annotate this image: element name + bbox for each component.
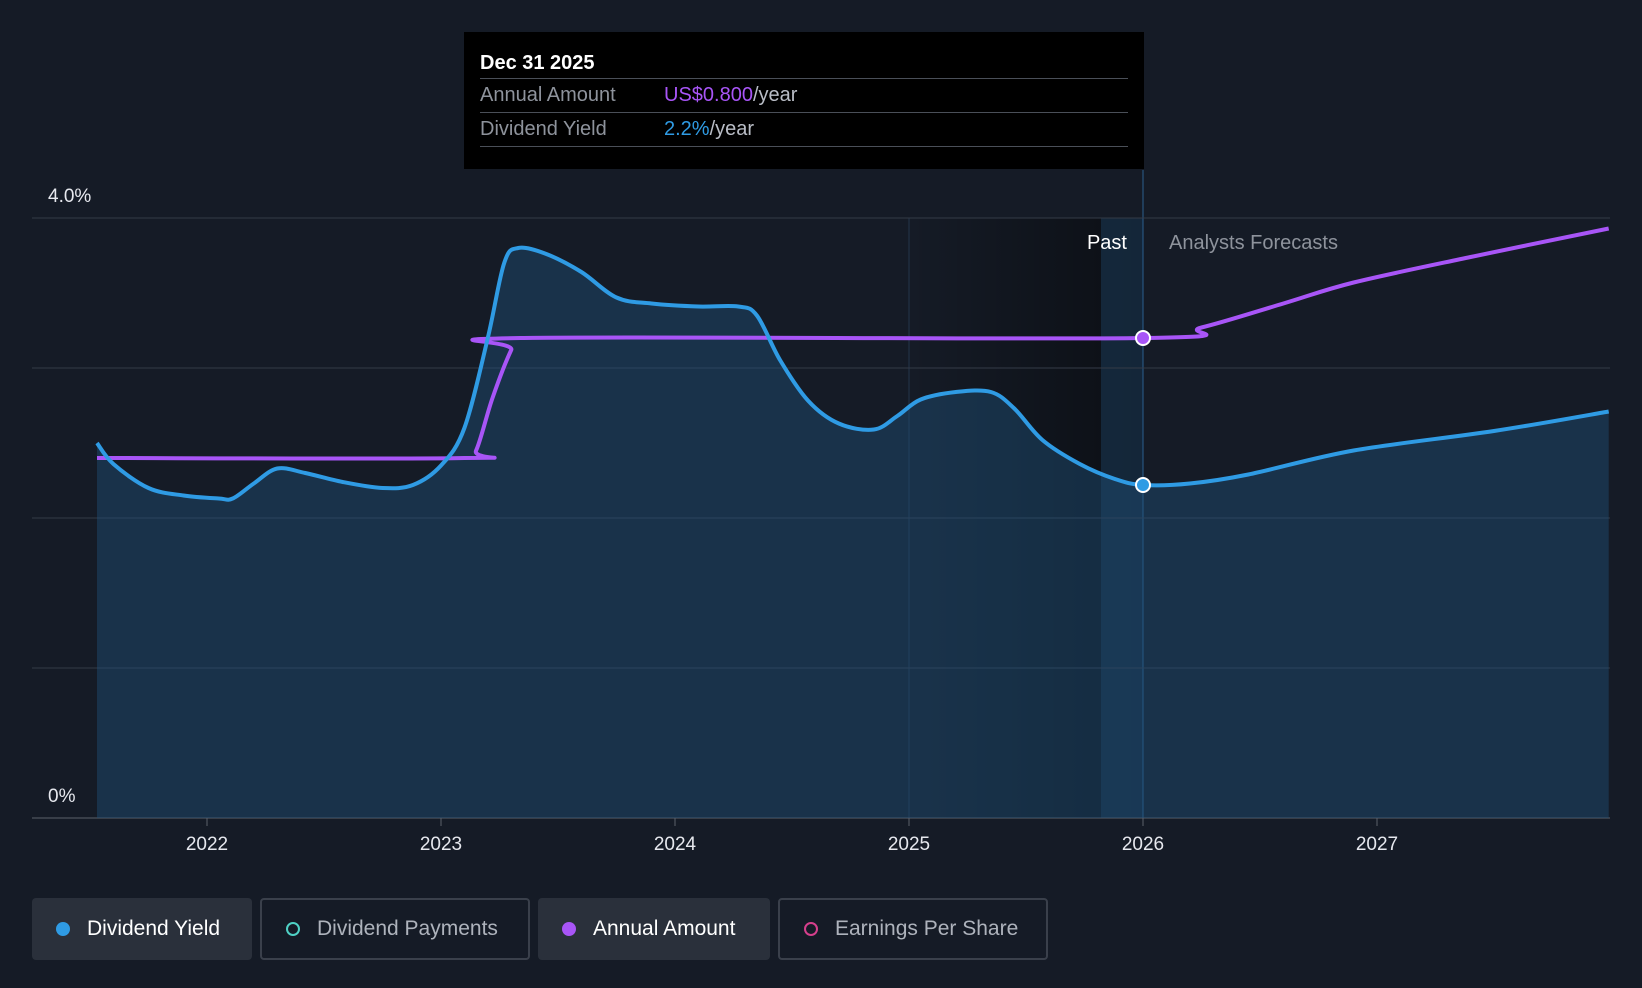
forecast-label: Analysts Forecasts <box>1169 232 1338 254</box>
annual-amount-marker <box>1135 330 1151 346</box>
annual-amount-line <box>96 226 1610 461</box>
chart-tooltip: Dec 31 2025 Annual Amount US$0.800 /year… <box>464 32 1144 169</box>
hollow-dot-icon <box>804 922 818 936</box>
legend-label: Earnings Per Share <box>835 917 1019 940</box>
filled-dot-icon <box>562 922 576 936</box>
y-tick-label: 0% <box>48 786 76 807</box>
tooltip-unit: /year <box>752 84 798 106</box>
tooltip-value: US$0.800 <box>664 84 753 106</box>
filled-dot-icon <box>56 922 70 936</box>
tooltip-row-annual-amount: Annual Amount US$0.800 /year <box>480 78 1128 112</box>
legend-label: Dividend Yield <box>87 917 221 940</box>
x-tick-label: 2024 <box>654 834 697 855</box>
legend-dividend-yield[interactable]: Dividend Yield <box>32 898 252 960</box>
tooltip-row-dividend-yield: Dividend Yield 2.2% /year <box>480 112 1128 147</box>
tooltip-label: Annual Amount <box>480 84 616 106</box>
legend-annual-amount[interactable]: Annual Amount <box>538 898 770 960</box>
legend-earnings-per-share[interactable]: Earnings Per Share <box>778 898 1048 960</box>
dividend-yield-marker <box>1135 477 1151 493</box>
x-tick-label: 2026 <box>1122 834 1164 855</box>
x-tick-label: 2025 <box>888 834 930 855</box>
legend-dividend-payments[interactable]: Dividend Payments <box>260 898 530 960</box>
legend-label: Annual Amount <box>593 917 736 940</box>
dividend-yield-area <box>97 247 1609 819</box>
y-tick-label: 4.0% <box>48 186 91 207</box>
hollow-dot-icon <box>286 922 300 936</box>
dividend-yield-line <box>95 245 1610 502</box>
x-tick-label: 2023 <box>420 834 462 855</box>
tooltip-date: Dec 31 2025 <box>480 52 595 74</box>
x-tick-label: 2027 <box>1356 834 1398 855</box>
tooltip-value: 2.2% <box>664 118 710 140</box>
past-label: Past <box>1087 232 1127 254</box>
legend-label: Dividend Payments <box>317 917 498 940</box>
x-tick-label: 2022 <box>186 834 228 855</box>
tooltip-unit: /year <box>709 118 755 140</box>
tooltip-label: Dividend Yield <box>480 118 607 140</box>
